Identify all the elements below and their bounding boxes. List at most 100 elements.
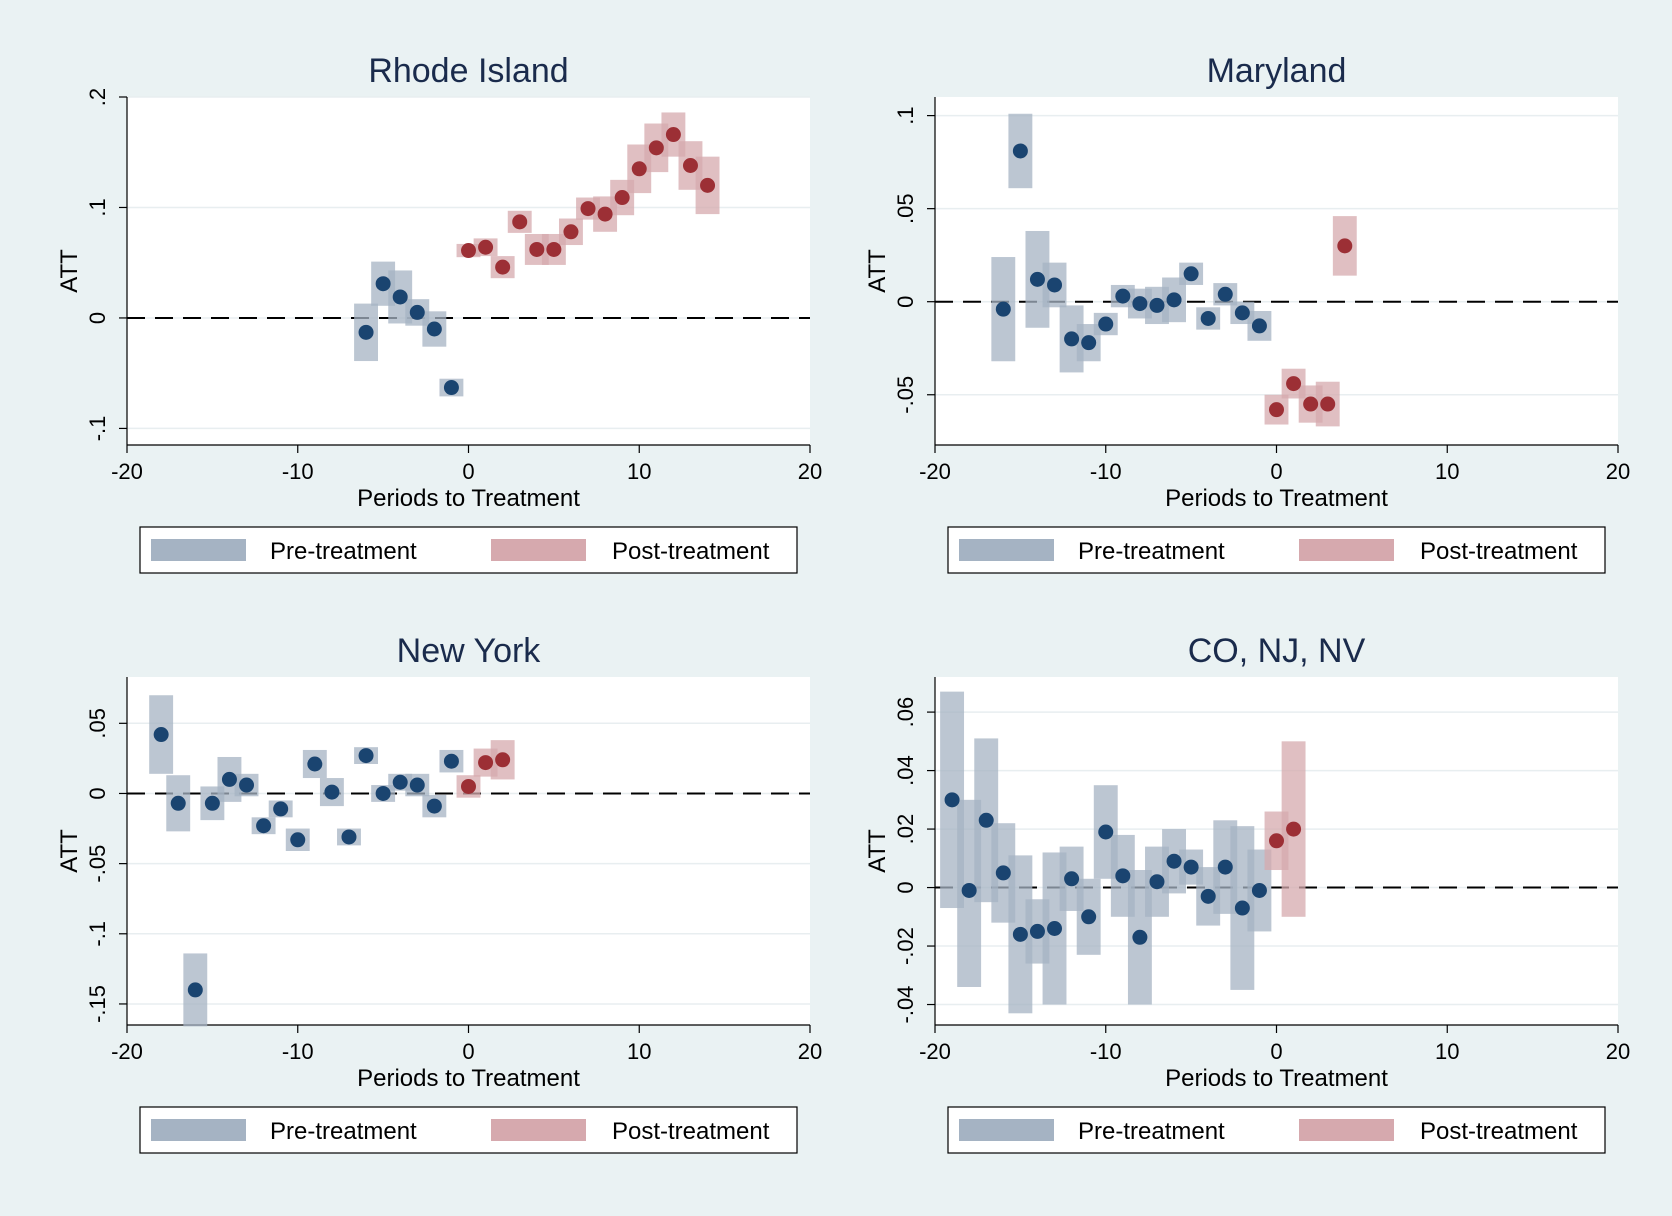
point-estimate	[529, 241, 545, 257]
legend: Pre-treatment Post-treatment	[139, 526, 798, 574]
point-estimate	[1132, 929, 1148, 945]
x-tick-label: 0	[1270, 459, 1282, 484]
x-tick-label: -10	[282, 459, 314, 484]
y-tick-label: 0	[85, 312, 110, 324]
point-estimate	[682, 157, 698, 173]
series-post-treatment	[456, 740, 515, 798]
x-tick-label: 20	[1606, 1039, 1630, 1064]
legend-label-post-treatment: Post-treatment	[1420, 1118, 1578, 1145]
legend-label-post-treatment: Post-treatment	[1420, 538, 1578, 565]
point-estimate	[1132, 296, 1148, 312]
legend-swatch-post-treatment	[491, 539, 586, 561]
point-estimate	[375, 276, 391, 292]
point-estimate	[409, 304, 425, 320]
point-estimate	[1115, 868, 1131, 884]
point-estimate	[495, 752, 511, 768]
point-estimate	[290, 832, 306, 848]
point-estimate	[1200, 888, 1216, 904]
point-estimate	[1098, 824, 1114, 840]
point-estimate	[495, 259, 511, 275]
x-tick-label: -10	[1090, 459, 1122, 484]
series-pre-treatment	[940, 691, 1272, 1014]
y-tick-label: 0	[893, 296, 918, 308]
point-estimate	[478, 239, 494, 255]
point-estimate	[1081, 909, 1097, 925]
point-estimate	[563, 224, 579, 240]
point-estimate	[392, 289, 408, 305]
panel-maryland: -.05 0 .05 .1 -20 -10 0 10 20 Maryland Periods to …	[864, 52, 1630, 574]
point-estimate	[631, 161, 647, 177]
point-estimate	[1320, 396, 1336, 412]
x-tick-label: -10	[1090, 1039, 1122, 1064]
series-pre-treatment	[149, 695, 464, 1027]
point-estimate	[153, 727, 169, 743]
point-estimate	[1337, 238, 1353, 254]
point-estimate	[1286, 821, 1302, 837]
y-tick-label: .06	[893, 697, 918, 728]
point-estimate	[204, 795, 220, 811]
legend-swatch-pre-treatment	[959, 539, 1054, 561]
point-estimate	[995, 301, 1011, 317]
legend: Pre-treatment Post-treatment	[947, 1106, 1606, 1154]
point-estimate	[1269, 833, 1284, 849]
series-pre-treatment	[354, 261, 464, 397]
point-estimate	[1064, 871, 1080, 887]
point-estimate	[324, 784, 340, 800]
point-estimate	[239, 777, 255, 793]
point-estimate	[392, 774, 408, 790]
point-estimate	[1047, 920, 1063, 936]
point-estimate	[1183, 266, 1199, 282]
point-estimate	[256, 818, 272, 834]
panel-title: CO, NJ, NV	[1188, 632, 1366, 670]
legend-label-pre-treatment: Pre-treatment	[270, 1118, 417, 1145]
point-estimate	[1012, 143, 1028, 159]
y-tick-label: -.1	[85, 416, 110, 442]
legend-box	[947, 1106, 1606, 1154]
panel-title: Maryland	[1207, 52, 1347, 90]
plot-area	[127, 97, 810, 445]
panel-rhode-island: -.1 0 .1 .2 -20 -10 0 10 20 Rhode Island Periods t…	[56, 52, 822, 574]
point-estimate	[1012, 926, 1028, 942]
point-estimate	[1303, 396, 1319, 412]
panel-title: Rhode Island	[368, 52, 568, 90]
legend-label-pre-treatment: Pre-treatment	[1078, 538, 1225, 565]
point-estimate	[512, 214, 528, 230]
point-estimate	[1183, 859, 1199, 875]
point-estimate	[1286, 376, 1302, 392]
point-estimate	[961, 882, 977, 898]
legend-label-pre-treatment: Pre-treatment	[270, 538, 417, 565]
x-axis-label: Periods to Treatment	[1165, 485, 1388, 512]
x-tick-label: 0	[462, 1039, 474, 1064]
point-estimate	[1098, 316, 1114, 332]
y-tick-label: .05	[893, 193, 918, 224]
x-tick-label: 20	[798, 459, 822, 484]
point-estimate	[1166, 853, 1182, 869]
y-tick-label: .05	[85, 708, 110, 739]
x-tick-label: -20	[919, 459, 951, 484]
legend-box	[947, 526, 1606, 574]
legend-swatch-pre-treatment	[959, 1119, 1054, 1141]
legend-swatch-post-treatment	[1299, 1119, 1394, 1141]
point-estimate	[944, 792, 960, 808]
y-tick-label: -.05	[85, 845, 110, 883]
point-estimate	[580, 201, 596, 217]
point-estimate	[307, 756, 323, 772]
x-tick-label: 20	[1606, 459, 1630, 484]
x-axis-label: Periods to Treatment	[1165, 1065, 1388, 1092]
point-estimate	[375, 785, 391, 801]
legend-swatch-post-treatment	[491, 1119, 586, 1141]
point-estimate	[1251, 882, 1267, 898]
x-tick-label: 10	[1435, 1039, 1459, 1064]
series-post-treatment	[1264, 216, 1357, 427]
panel-co-nj-nv: -.04 -.02 0 .02 .04 .06 -20 -10 0 10 20 CO, NJ, NV P…	[864, 632, 1630, 1154]
point-estimate	[461, 778, 476, 794]
point-estimate	[221, 771, 237, 787]
y-axis-label: ATT	[864, 829, 891, 873]
y-axis-label: ATT	[864, 249, 891, 293]
point-estimate	[978, 812, 994, 828]
point-estimate	[700, 177, 716, 193]
point-estimate	[1115, 288, 1131, 304]
point-estimate	[443, 380, 459, 396]
point-estimate	[1217, 286, 1233, 302]
x-tick-label: -20	[111, 1039, 143, 1064]
